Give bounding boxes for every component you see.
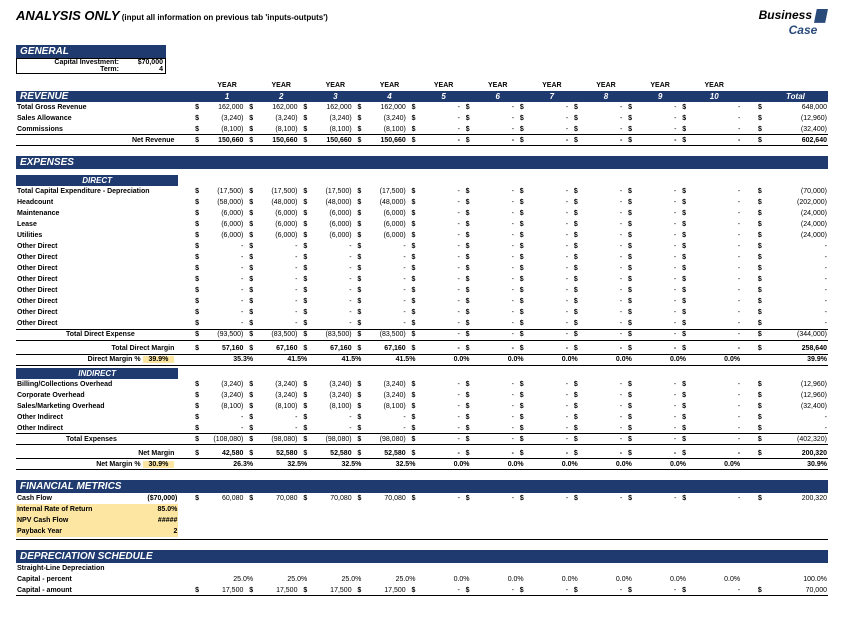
table-row: Other Direct$- $- $- $- $- $- $- $- $- $… xyxy=(16,263,828,274)
table-row: Commissions$(8,100) $(8,100) $(8,100) $(… xyxy=(16,124,828,135)
direct-table: DIRECTTotal Capital Expenditure - Deprec… xyxy=(16,175,828,366)
table-row: Net Margin % 30.9%26.3%32.5%32.5%32.5%0.… xyxy=(16,459,828,470)
financial-table: Cash Flow($70,000)$60,080 $70,080 $70,08… xyxy=(16,493,828,540)
table-row: Total Direct Expense$(93,500) $(83,500) … xyxy=(16,329,828,340)
table-row: Total Direct Margin$57,160 $67,160 $67,1… xyxy=(16,343,828,354)
term-value: 4 xyxy=(123,66,163,73)
table-row: Other Direct$- $- $- $- $- $- $- $- $- $… xyxy=(16,307,828,318)
table-row: Total Capital Expenditure - Depreciation… xyxy=(16,186,828,197)
table-row: Other Indirect$- $- $- $- $- $- $- $- $-… xyxy=(16,423,828,434)
table-row: Other Direct$- $- $- $- $- $- $- $- $- $… xyxy=(16,241,828,252)
table-row: Sales/Marketing Overhead$(8,100) $(8,100… xyxy=(16,401,828,412)
general-title: GENERAL xyxy=(16,45,166,58)
expenses-title: EXPENSES xyxy=(16,156,828,169)
table-row: Lease$(6,000) $(6,000) $(6,000) $(6,000)… xyxy=(16,219,828,230)
cashflow-row: Cash Flow($70,000)$60,080 $70,080 $70,08… xyxy=(16,493,828,504)
metric-row: Internal Rate of Return85.0% xyxy=(16,504,828,515)
table-row: Total Expenses$(108,080) $(98,080) $(98,… xyxy=(16,434,828,445)
table-row: Other Direct$- $- $- $- $- $- $- $- $- $… xyxy=(16,252,828,263)
year-header-row: REVENUE12345678910Total xyxy=(16,91,828,102)
table-row: Headcount$(58,000) $(48,000) $(48,000) $… xyxy=(16,197,828,208)
logo-line1: Business xyxy=(759,8,812,22)
year-super-row: YEARYEARYEARYEARYEARYEARYEARYEARYEARYEAR xyxy=(16,80,828,91)
metric-row: NPV Cash Flow##### xyxy=(16,515,828,526)
table-row: Direct Margin % 39.9%35.3%41.5%41.5%41.5… xyxy=(16,354,828,365)
logo: Business Case xyxy=(759,8,828,37)
indirect-header: INDIRECT xyxy=(16,368,828,379)
depreciation-title: DEPRECIATION SCHEDULE xyxy=(16,550,828,563)
logo-line2: Case xyxy=(789,23,818,37)
table-row: Other Direct$- $- $- $- $- $- $- $- $- $… xyxy=(16,285,828,296)
dep-pct: Capital - percent25.0%25.0%25.0%25.0%0.0… xyxy=(16,574,828,585)
logo-icon xyxy=(814,9,828,23)
table-row: Capital - amount$17,500 $17,500 $17,500 … xyxy=(16,585,828,596)
table-row: Sales Allowance$(3,240) $(3,240) $(3,240… xyxy=(16,113,828,124)
table-row: Other Direct$- $- $- $- $- $- $- $- $- $… xyxy=(16,274,828,285)
financial-title: FINANCIAL METRICS xyxy=(16,480,828,493)
capital-label: Capital Investment: xyxy=(19,59,123,66)
table-row: Net Revenue$150,660 $150,660 $150,660 $1… xyxy=(16,135,828,146)
general-box: Capital Investment: $70,000 Term: 4 xyxy=(16,58,166,74)
table-row: Billing/Collections Overhead$(3,240) $(3… xyxy=(16,379,828,390)
table-row: Other Direct$- $- $- $- $- $- $- $- $- $… xyxy=(16,318,828,329)
table-row: Other Direct$- $- $- $- $- $- $- $- $- $… xyxy=(16,296,828,307)
indirect-table: INDIRECTBilling/Collections Overhead$(3,… xyxy=(16,368,828,471)
page-header: ANALYSIS ONLY (input all information on … xyxy=(16,8,828,37)
dep-straight: Straight-Line Depreciation xyxy=(16,563,828,574)
title-block: ANALYSIS ONLY (input all information on … xyxy=(16,8,328,23)
term-label: Term: xyxy=(19,66,123,73)
general-section: GENERAL Capital Investment: $70,000 Term… xyxy=(16,41,828,74)
table-row: Total Gross Revenue$162,000 $162,000 $16… xyxy=(16,102,828,113)
depreciation-table: Straight-Line DepreciationCapital - perc… xyxy=(16,563,828,597)
table-row: Utilities$(6,000) $(6,000) $(6,000) $(6,… xyxy=(16,230,828,241)
page-subtitle: (input all information on previous tab '… xyxy=(122,13,328,22)
table-row: Corporate Overhead$(3,240) $(3,240) $(3,… xyxy=(16,390,828,401)
page-title: ANALYSIS ONLY xyxy=(16,8,120,23)
metric-row: Payback Year2 xyxy=(16,526,828,537)
table-row: Other Indirect$- $- $- $- $- $- $- $- $-… xyxy=(16,412,828,423)
table-row: Maintenance$(6,000) $(6,000) $(6,000) $(… xyxy=(16,208,828,219)
capital-value: $70,000 xyxy=(123,59,163,66)
direct-header: DIRECT xyxy=(16,175,828,186)
revenue-table: YEARYEARYEARYEARYEARYEARYEARYEARYEARYEAR… xyxy=(16,80,828,147)
table-row: Net Margin$42,580 $52,580 $52,580 $52,58… xyxy=(16,448,828,459)
